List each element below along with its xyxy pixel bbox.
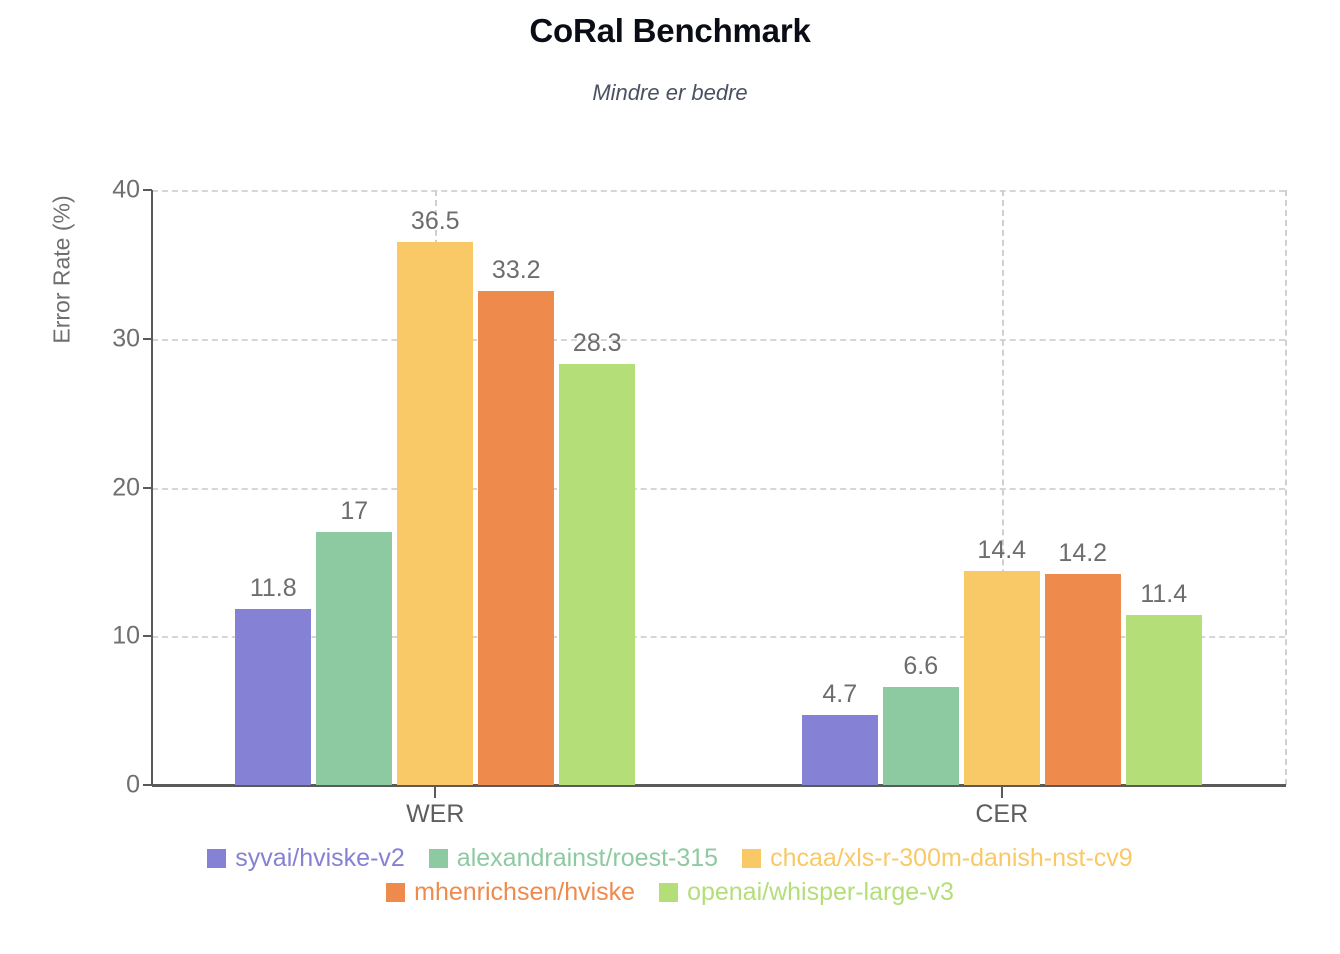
y-axis-line [151, 190, 153, 786]
legend-item-label: chcaa/xls-r-300m-danish-nst-cv9 [770, 844, 1133, 872]
legend-item[interactable]: chcaa/xls-r-300m-danish-nst-cv9 [742, 846, 1133, 871]
bar-value-label: 11.8 [249, 574, 297, 603]
bar[interactable] [316, 532, 393, 785]
bar[interactable] [397, 242, 474, 785]
bar-value-label: 4.7 [822, 680, 858, 709]
y-axis-tick-mark [143, 189, 152, 191]
y-axis-tick-mark [143, 784, 152, 786]
legend-item[interactable]: syvai/hviske-v2 [207, 846, 405, 871]
bar[interactable] [478, 291, 555, 785]
gridline-horizontal [152, 636, 1285, 639]
bar-value-label: 28.3 [572, 329, 622, 358]
legend-swatch-icon [428, 849, 448, 868]
x-axis-tick-mark [434, 787, 437, 798]
bar-value-label: 36.5 [410, 207, 460, 236]
legend-item[interactable]: openai/whisper-large-v3 [659, 880, 954, 905]
chart-legend: syvai/hviske-v2 alexandrainst/roest-315 ch… [0, 846, 1340, 914]
plot-area: 11.8 17 36.5 33.2 28.3 4.7 6.6 14.4 14.2 11.4 [152, 190, 1285, 785]
legend-swatch-icon [386, 883, 406, 902]
legend-item-label: syvai/hviske-v2 [235, 844, 405, 872]
bar[interactable] [235, 609, 312, 785]
bar-value-label: 17 [340, 497, 369, 526]
y-axis-tick-label: 20 [112, 473, 140, 501]
y-axis-tick-label: 10 [112, 621, 140, 650]
legend-item-label: openai/whisper-large-v3 [687, 878, 954, 906]
y-axis-tick-label: 30 [112, 324, 140, 353]
legend-item-label: alexandrainst/roest-315 [456, 844, 719, 872]
y-axis-tick-mark [143, 337, 152, 340]
x-axis-category-label: WER [406, 800, 465, 828]
bar[interactable] [801, 715, 878, 785]
gridline-vertical [1001, 190, 1004, 785]
y-axis-tick-mark [143, 635, 152, 638]
legend-item-label: mhenrichsen/hviske [414, 878, 636, 906]
legend-row-primary: syvai/hviske-v2 alexandrainst/roest-315 ch… [0, 846, 1340, 871]
page-title: CoRal Benchmark [529, 12, 811, 49]
y-axis-tick-label: 40 [112, 175, 140, 204]
x-axis-line [152, 784, 1286, 787]
gridline-horizontal [152, 190, 1285, 192]
bar-value-label: 6.6 [903, 651, 939, 680]
bar-value-label: 14.2 [1058, 538, 1108, 567]
y-axis-tick-mark [143, 486, 152, 489]
gridline-horizontal [152, 487, 1285, 490]
legend-item[interactable]: alexandrainst/roest-315 [428, 844, 719, 872]
bar-value-label: 11.4 [1140, 580, 1188, 609]
legend-swatch-icon [207, 849, 227, 868]
gridline-horizontal [152, 338, 1285, 341]
chart-subtitle: Mindre er bedre [592, 80, 748, 105]
gridline-vertical [1285, 190, 1287, 785]
x-axis-category-label: CER [975, 800, 1029, 828]
bar-value-label: 33.2 [491, 256, 541, 285]
bar[interactable] [559, 364, 636, 785]
bar[interactable] [882, 686, 959, 785]
y-axis-title: Error Rate (%) [48, 195, 75, 344]
y-axis-tick-label: 0 [126, 770, 140, 799]
x-axis-tick-mark [1000, 787, 1003, 798]
legend-swatch-icon [659, 883, 679, 902]
bar[interactable] [963, 570, 1040, 785]
bar-value-label: 14.4 [977, 535, 1027, 564]
legend-swatch-icon [742, 849, 762, 868]
legend-item[interactable]: mhenrichsen/hviske [386, 880, 635, 905]
bar[interactable] [1044, 573, 1121, 785]
bar[interactable] [1125, 615, 1202, 785]
legend-row-secondary: mhenrichsen/hviske openai/whisper-large-v… [0, 880, 1340, 905]
